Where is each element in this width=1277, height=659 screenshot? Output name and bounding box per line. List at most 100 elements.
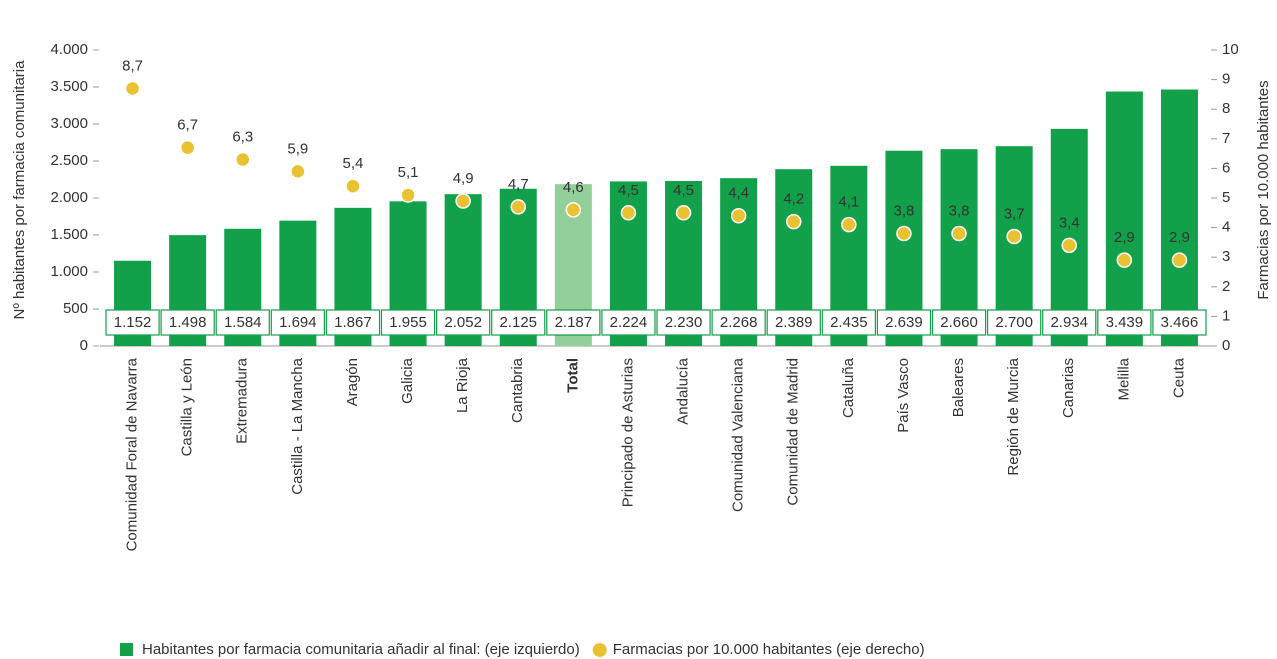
- dot-label: 3,7: [1004, 205, 1025, 222]
- y2-tick-label: 9: [1222, 71, 1230, 88]
- y2-axis-title: Farmacias por 10.000 habitantes: [1255, 80, 1272, 299]
- x-tick-label: Principado de Asturias: [619, 358, 636, 507]
- y2-tick-label: 7: [1222, 130, 1230, 147]
- value-label: 2.389: [775, 314, 813, 331]
- dot-label: 3,4: [1059, 214, 1080, 231]
- dot-label: 4,5: [618, 182, 639, 199]
- x-tick-label: Región de Murcia: [1005, 357, 1022, 475]
- dot-label: 3,8: [894, 202, 915, 219]
- y2-tick-label: 10: [1222, 41, 1239, 58]
- x-tick-label: Cataluña: [840, 357, 857, 418]
- value-label-box: [105, 309, 160, 336]
- y-tick-label: 3.500: [50, 78, 88, 95]
- y-tick-label: 4.000: [50, 41, 88, 58]
- value-label-box: [601, 309, 656, 336]
- dot-label: 3,8: [949, 202, 970, 219]
- legend-label: Farmacias por 10.000 habitantes (eje der…: [613, 641, 925, 658]
- value-label: 2.052: [444, 314, 482, 331]
- value-label: 1.584: [224, 314, 262, 331]
- legend-swatch: [120, 643, 133, 656]
- dot-label: 8,7: [122, 57, 143, 74]
- y-tick-label: 500: [63, 300, 88, 317]
- y2-tick-label: 5: [1222, 189, 1230, 206]
- dot-label: 6,3: [232, 128, 253, 145]
- value-label-box: [876, 309, 932, 336]
- value-label: 1.694: [279, 314, 317, 331]
- x-tick-label: Total: [564, 358, 581, 393]
- dot: [786, 213, 802, 230]
- value-label: 2.268: [720, 314, 758, 331]
- dot-label: 4,6: [563, 179, 584, 196]
- value-label-box: [546, 309, 601, 336]
- dot: [455, 193, 471, 209]
- dot-label: 4,2: [783, 191, 804, 208]
- value-label: 2.435: [830, 314, 868, 331]
- dot: [400, 187, 416, 203]
- y2-tick-label: 3: [1222, 248, 1230, 265]
- value-label-box: [215, 309, 270, 336]
- y-tick-label: 2.000: [50, 189, 88, 206]
- bar: [1105, 91, 1143, 346]
- value-label-box: [1042, 309, 1097, 336]
- value-label: 2.700: [995, 314, 1033, 331]
- y2-tick-label: 2: [1222, 278, 1230, 295]
- x-tick-label: Castilla y León: [179, 358, 196, 456]
- x-tick-label: Castilla - La Mancha: [289, 357, 306, 494]
- dot-label: 4,5: [673, 182, 694, 199]
- dot: [1116, 252, 1133, 268]
- dot: [675, 205, 692, 221]
- x-tick-label: La Rioja: [454, 357, 471, 413]
- dot: [345, 178, 361, 194]
- dot-label: 4,9: [453, 170, 474, 187]
- y-axis-title: Nº habitantes por farmacia comunitaria: [11, 60, 28, 320]
- value-label-box: [491, 309, 546, 336]
- dot-label: 5,4: [343, 155, 364, 172]
- dot-label: 5,9: [287, 140, 308, 157]
- dot: [951, 225, 967, 242]
- dot-label: 5,1: [398, 164, 419, 181]
- value-label: 1.955: [389, 314, 427, 331]
- dot: [1006, 228, 1022, 245]
- value-label-box: [766, 309, 821, 336]
- dot: [730, 208, 747, 224]
- value-label-box: [656, 309, 711, 336]
- value-label: 2.660: [940, 314, 978, 331]
- value-label-box: [821, 309, 876, 336]
- y2-tick-label: 4: [1222, 219, 1230, 236]
- legend-label: Habitantes por farmacia comunitaria añad…: [142, 641, 580, 658]
- value-label-box: [711, 309, 766, 336]
- dot: [290, 163, 306, 180]
- value-label: 1.867: [334, 314, 372, 331]
- y-tick-label: 2.500: [50, 152, 88, 169]
- value-label: 1.498: [169, 314, 207, 331]
- value-label: 2.639: [885, 314, 923, 331]
- value-label: 2.187: [555, 314, 593, 331]
- x-tick-label: Comunidad Foral de Navarra: [124, 357, 141, 551]
- value-label-box: [1097, 309, 1152, 336]
- value-label: 2.934: [1050, 314, 1088, 331]
- x-tick-label: País Vasco: [895, 358, 912, 433]
- x-tick-label: Baleares: [950, 358, 967, 417]
- y-tick-label: 1.500: [50, 226, 88, 243]
- value-label-box: [380, 309, 436, 336]
- x-tick-label: Galicia: [399, 357, 416, 404]
- x-tick-label: Aragón: [344, 358, 361, 406]
- value-label: 3.439: [1106, 314, 1144, 331]
- dot: [620, 205, 637, 221]
- value-label-box: [986, 309, 1042, 336]
- dot-label: 4,1: [838, 194, 859, 211]
- x-tick-label: Melilla: [1115, 357, 1132, 400]
- value-label-box: [1152, 309, 1207, 336]
- value-label: 2.125: [499, 314, 537, 331]
- value-label: 3.466: [1161, 314, 1199, 331]
- dot: [1061, 237, 1077, 254]
- x-tick-label: Extremadura: [234, 357, 251, 444]
- y2-tick-label: 6: [1222, 159, 1230, 176]
- x-tick-label: Cantabria: [509, 357, 526, 423]
- dot: [896, 225, 912, 242]
- dot: [235, 151, 251, 168]
- y2-tick-label: 8: [1222, 100, 1230, 117]
- dot-label: 6,7: [177, 117, 198, 134]
- value-label-box: [436, 309, 491, 336]
